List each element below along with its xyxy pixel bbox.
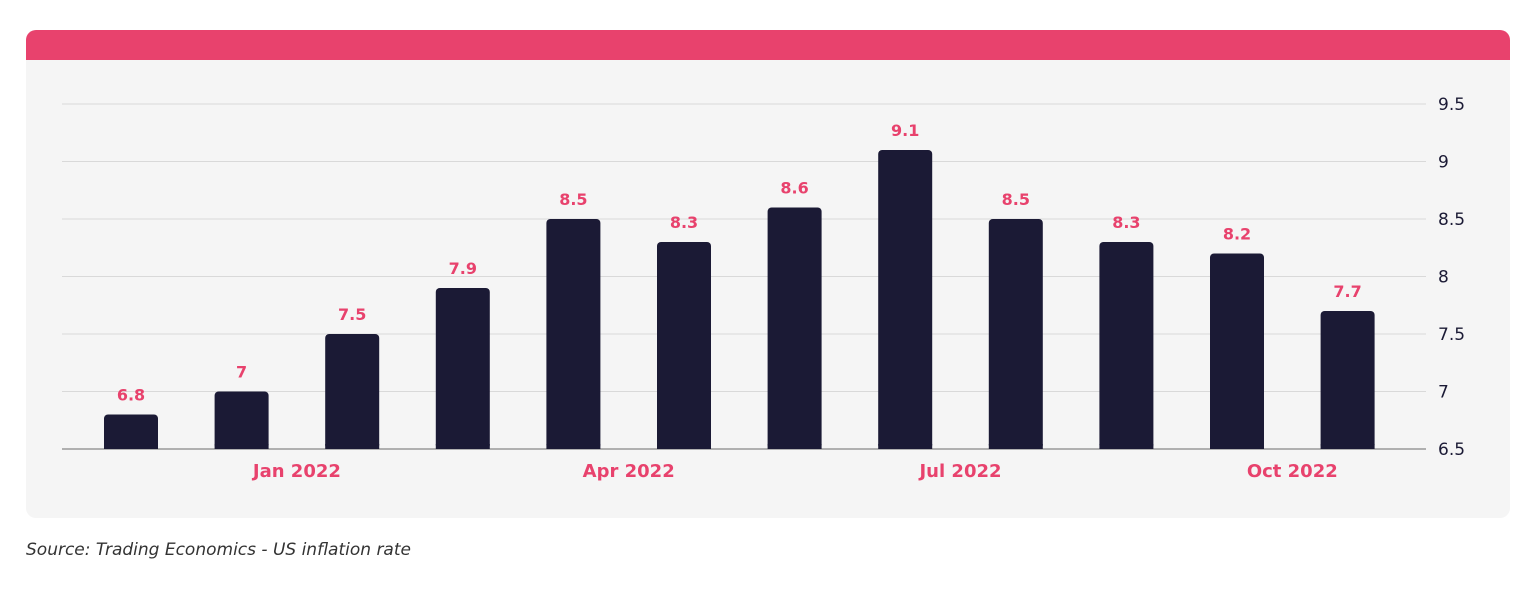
bar	[878, 150, 933, 449]
data-label: 8.2	[1223, 225, 1251, 244]
bar-base	[435, 444, 490, 449]
bar	[1099, 242, 1154, 449]
data-label: 8.3	[670, 213, 698, 232]
x-tick-label: Jul 2022	[917, 461, 1001, 482]
bar	[214, 391, 269, 449]
bar-base	[325, 444, 380, 449]
data-label: 7.5	[338, 305, 366, 324]
data-labels: 6.8 7 7.5 7.9 8.5 8.3 8.6 9.1 8.5 8.3 8.2 7.7	[117, 121, 1362, 405]
chart-card: 6.8 7 7.5 7.9 8.5 8.3 8.6 9.1 8.5 8.3 8.2 7.7 6.5 7 7…	[26, 30, 1510, 518]
data-label: 7.7	[1333, 282, 1361, 301]
data-label: 7	[236, 363, 247, 382]
x-axis-ticks: Jan 2022 Apr 2022 Jul 2022 Oct 2022	[251, 461, 1338, 482]
bar-base	[546, 444, 601, 449]
data-label: 9.1	[891, 121, 919, 140]
bar	[1210, 253, 1264, 449]
inflation-bar-chart: 6.8 7 7.5 7.9 8.5 8.3 8.6 9.1 8.5 8.3 8.2 7.7 6.5 7 7…	[62, 95, 1465, 482]
data-label: 8.6	[780, 179, 808, 198]
y-tick-label: 7	[1438, 383, 1449, 403]
y-tick-label: 8.5	[1438, 210, 1465, 230]
bar	[546, 219, 601, 449]
y-tick-label: 8	[1438, 268, 1449, 288]
grid-lines	[62, 103, 1426, 450]
bar-base	[1099, 444, 1154, 449]
x-tick-label: Jan 2022	[251, 461, 341, 482]
bar	[1320, 311, 1375, 449]
bars	[104, 150, 1375, 449]
y-tick-label: 6.5	[1438, 440, 1465, 460]
y-tick-label: 9	[1438, 153, 1449, 173]
bar	[657, 242, 711, 449]
x-tick-label: Oct 2022	[1247, 461, 1338, 482]
data-label: 8.5	[559, 190, 587, 209]
source-note: Source: Trading Economics - US inflation…	[26, 540, 411, 560]
y-tick-label: 7.5	[1438, 325, 1465, 345]
data-label: 7.9	[449, 259, 477, 278]
bar-base	[1320, 444, 1375, 449]
bar	[104, 414, 158, 449]
y-axis-ticks: 6.5 7 7.5 8 8.5 9 9.5	[1438, 95, 1465, 460]
bar	[767, 207, 822, 449]
data-label: 8.3	[1112, 213, 1140, 232]
y-tick-label: 9.5	[1438, 95, 1465, 115]
data-label: 8.5	[1002, 190, 1030, 209]
x-tick-label: Apr 2022	[583, 461, 675, 482]
bar-base	[214, 444, 269, 449]
bar-base	[657, 444, 711, 449]
bar	[325, 334, 380, 449]
bar-base	[878, 444, 933, 449]
data-label: 6.8	[117, 386, 145, 405]
chart-header-band	[26, 30, 1510, 60]
bar-base	[767, 444, 822, 449]
bar	[988, 219, 1043, 449]
bar	[435, 288, 490, 449]
bar-base	[104, 444, 158, 449]
bar-base	[1210, 444, 1264, 449]
bar-base	[988, 444, 1043, 449]
